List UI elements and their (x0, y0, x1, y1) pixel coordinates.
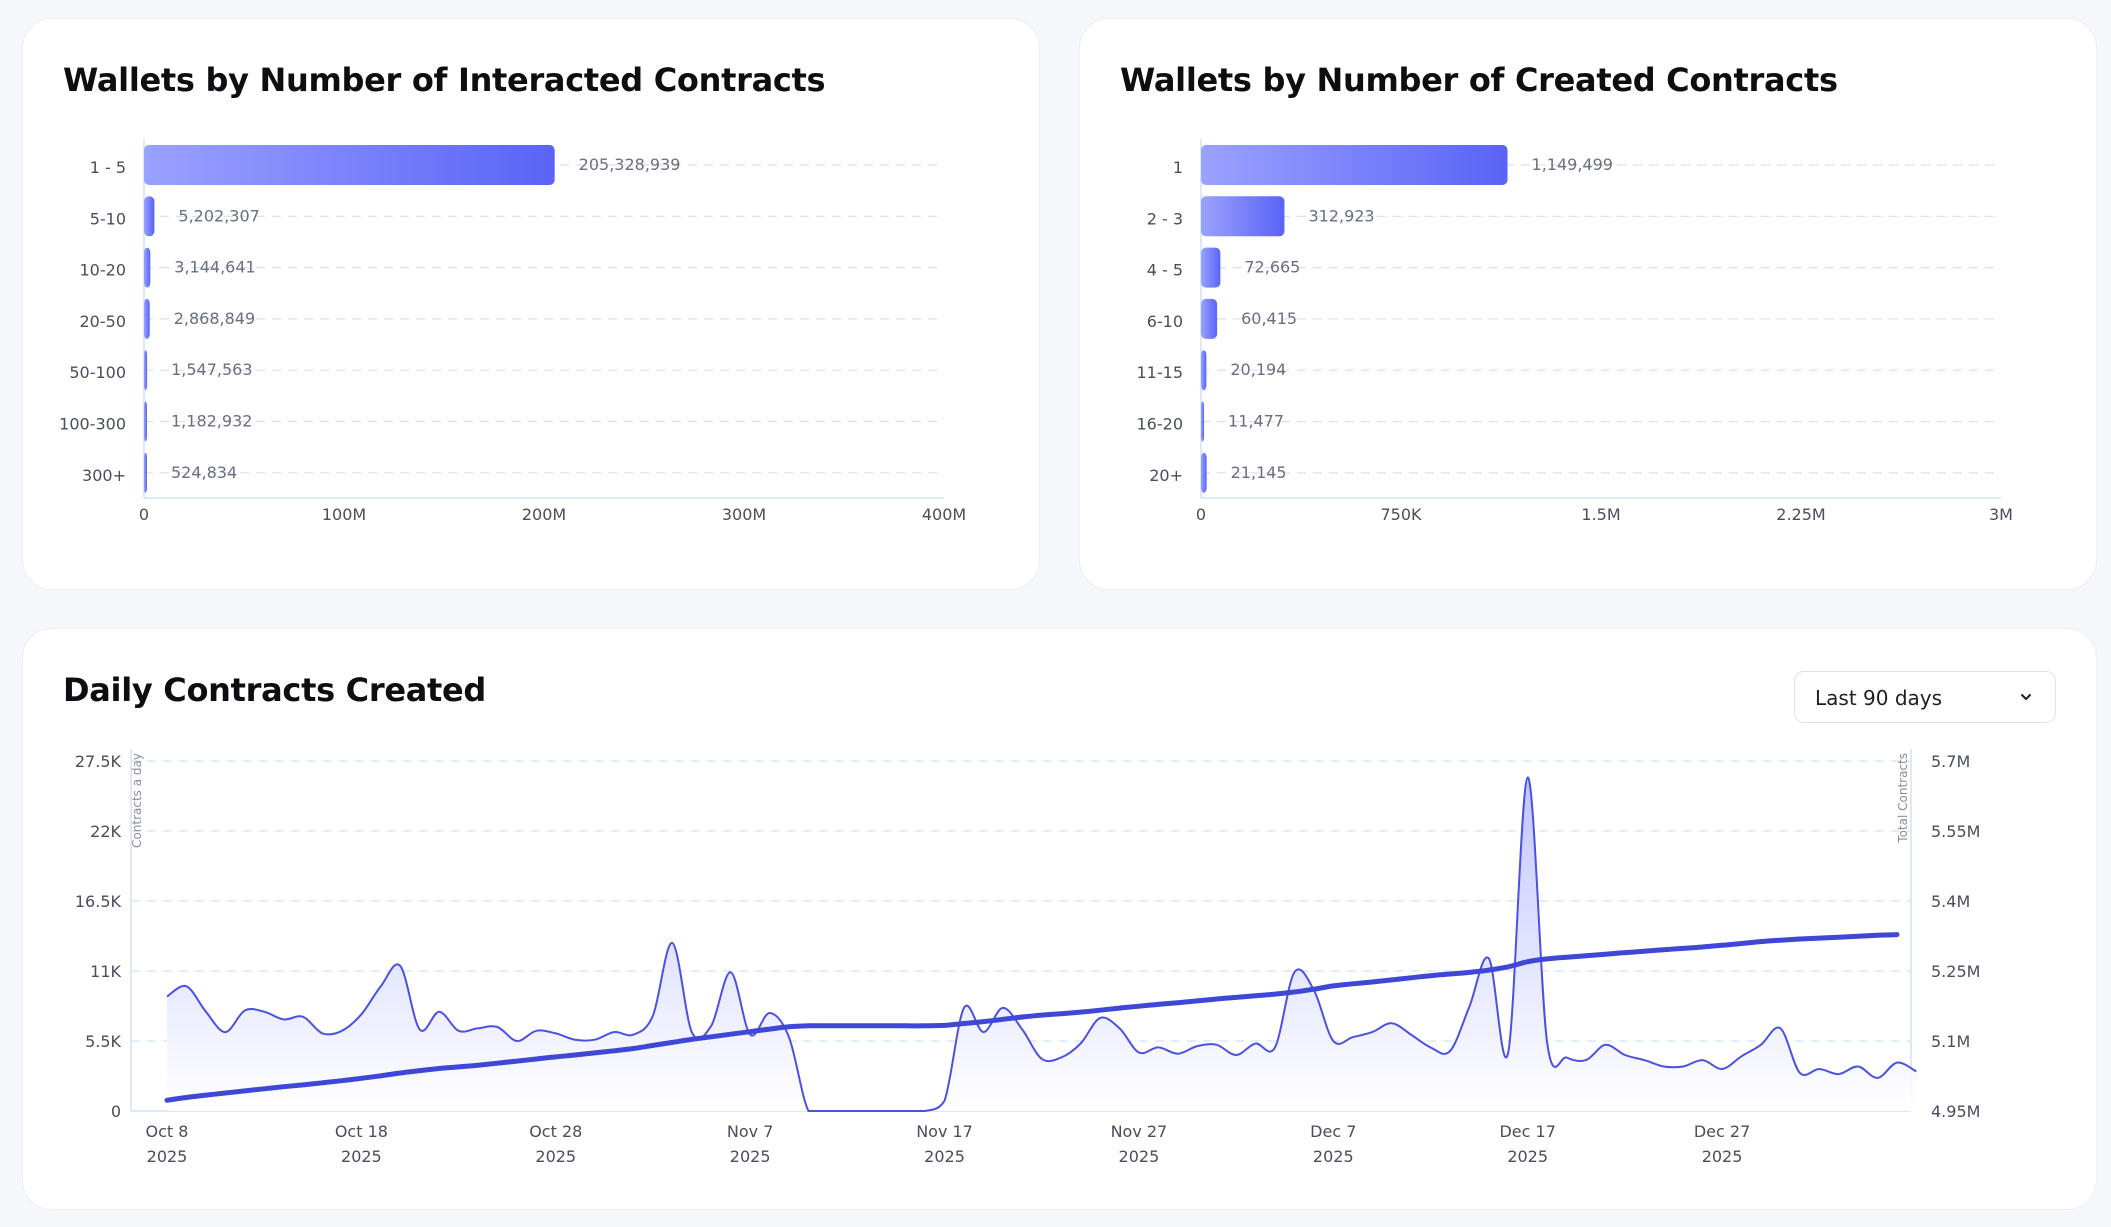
right-axis-title: Total Contracts (1896, 753, 1910, 844)
x-tick-year-label: 2025 (1119, 1147, 1160, 1166)
bar-value-label: 1,547,563 (171, 360, 252, 379)
x-tick-year-label: 2025 (535, 1147, 576, 1166)
total-contracts-line (164, 932, 1900, 1103)
category-label: 16-20 (1137, 415, 1184, 434)
bar-value-label: 21,145 (1231, 463, 1287, 482)
category-label: 1 (1173, 158, 1183, 177)
right-tick-label: 5.55M (1931, 822, 1980, 841)
bar (1201, 247, 1221, 288)
bar (144, 350, 148, 391)
x-tick-label: Dec 27 (1694, 1122, 1750, 1141)
bar (144, 401, 147, 442)
category-label: 300+ (82, 466, 126, 485)
x-tick-year-label: 2025 (730, 1147, 771, 1166)
right-tick-label: 5.4M (1931, 892, 1970, 911)
created-contracts-bar-chart: 1 1,149,499 2 - 3 312,923 4 - 5 72,665 6-10 60,… (1137, 139, 2013, 524)
x-tick-label: 3M (1989, 505, 2013, 524)
x-tick-label: Dec 7 (1310, 1122, 1356, 1141)
x-tick-year-label: 2025 (147, 1147, 188, 1166)
daily-area-fill (167, 777, 1917, 1111)
interacted-contracts-bar-chart: 1 - 5 205,328,939 5-10 5,202,307 10-20 3,144,… (59, 139, 966, 524)
category-label: 20-50 (80, 312, 127, 331)
x-tick-year-label: 2025 (1702, 1147, 1743, 1166)
left-axis-title: Contracts a day (130, 753, 144, 848)
bar (1201, 298, 1218, 339)
bar-value-label: 1,182,932 (171, 412, 252, 431)
bar-value-label: 205,328,939 (579, 155, 681, 174)
bar (1201, 196, 1285, 237)
x-tick-year-label: 2025 (1313, 1147, 1354, 1166)
category-label: 5-10 (90, 209, 126, 228)
x-tick-label: Oct 28 (529, 1122, 582, 1141)
daily-contracts-line (166, 776, 1917, 1112)
x-tick-label: Nov 27 (1111, 1122, 1168, 1141)
bar-value-label: 2,868,849 (174, 309, 255, 328)
x-tick-label: 0 (1196, 505, 1206, 524)
left-tick-label: 16.5K (75, 892, 122, 911)
x-tick-year-label: 2025 (341, 1147, 382, 1166)
left-tick-label: 11K (90, 962, 121, 981)
interacted-chart-title: Wallets by Number of Interacted Contract… (63, 61, 826, 99)
bar (144, 145, 555, 185)
bar-value-label: 5,202,307 (178, 206, 259, 225)
daily-contracts-card: Daily Contracts Created Last 90 days 0 5.… (22, 628, 2097, 1210)
bar-value-label: 312,923 (1308, 206, 1374, 225)
x-tick-label: Nov 7 (727, 1122, 774, 1141)
x-tick-label: 100M (322, 505, 366, 524)
created-chart-title: Wallets by Number of Created Contracts (1120, 61, 1838, 99)
left-tick-label: 27.5K (75, 752, 122, 771)
bar-value-label: 524,834 (171, 463, 237, 482)
bar (1201, 350, 1207, 391)
chevron-down-icon (2021, 694, 2031, 700)
bar-value-label: 60,415 (1241, 309, 1297, 328)
interacted-contracts-card: Wallets by Number of Interacted Contract… (22, 18, 1040, 590)
daily-chart-title: Daily Contracts Created (63, 671, 487, 709)
x-tick-label: 400M (922, 505, 966, 524)
category-label: 100-300 (59, 415, 126, 434)
x-tick-label: 0 (139, 505, 149, 524)
x-tick-label: Dec 17 (1499, 1122, 1555, 1141)
right-tick-label: 4.95M (1931, 1102, 1980, 1121)
right-tick-label: 5.7M (1931, 752, 1970, 771)
x-tick-label: Oct 8 (146, 1122, 189, 1141)
bar-value-label: 1,149,499 (1532, 155, 1613, 174)
x-tick-label: Nov 17 (916, 1122, 973, 1141)
x-tick-label: 200M (522, 505, 566, 524)
category-label: 50-100 (69, 363, 126, 382)
bar (144, 196, 155, 237)
bar-value-label: 3,144,641 (174, 258, 255, 277)
x-tick-label: 2.25M (1776, 505, 1825, 524)
daily-contracts-area-chart: 0 5.5K 11K 16.5K 22K 27.5K 4.95M 5.1M 5.25M 5.4M 5… (75, 749, 1980, 1166)
category-label: 6-10 (1147, 312, 1183, 331)
x-tick-year-label: 2025 (1507, 1147, 1548, 1166)
category-label: 20+ (1149, 466, 1183, 485)
bar (144, 247, 151, 288)
x-tick-label: 300M (722, 505, 766, 524)
category-label: 10-20 (80, 261, 127, 280)
bar (144, 452, 147, 493)
time-range-dropdown[interactable]: Last 90 days (1794, 671, 2056, 723)
category-label: 11-15 (1137, 363, 1184, 382)
category-label: 2 - 3 (1147, 209, 1183, 228)
left-tick-label: 0 (111, 1102, 121, 1121)
x-tick-label: Oct 18 (335, 1122, 388, 1141)
bar (1201, 145, 1508, 185)
bar-value-label: 72,665 (1244, 258, 1300, 277)
bar (1201, 401, 1205, 442)
category-label: 1 - 5 (90, 158, 126, 177)
right-tick-label: 5.1M (1931, 1032, 1970, 1051)
x-tick-year-label: 2025 (924, 1147, 965, 1166)
bar (144, 298, 150, 339)
left-tick-label: 22K (90, 822, 121, 841)
bar (1201, 452, 1207, 493)
time-range-value: Last 90 days (1815, 686, 1943, 710)
bar-value-label: 20,194 (1230, 360, 1286, 379)
created-contracts-card: Wallets by Number of Created Contracts 1… (1079, 18, 2097, 590)
right-tick-label: 5.25M (1931, 962, 1980, 981)
x-tick-label: 750K (1380, 505, 1422, 524)
bar-value-label: 11,477 (1228, 412, 1284, 431)
left-tick-label: 5.5K (85, 1032, 121, 1051)
x-tick-label: 1.5M (1581, 505, 1620, 524)
category-label: 4 - 5 (1147, 261, 1183, 280)
